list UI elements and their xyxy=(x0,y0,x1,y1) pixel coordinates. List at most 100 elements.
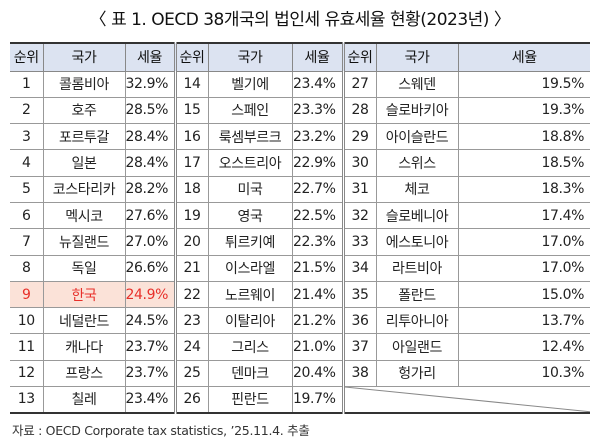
cell-rank: 17 xyxy=(173,149,209,177)
cell-rank: 6 xyxy=(10,201,44,230)
cell-rate: 15.0% xyxy=(457,280,590,309)
cell-country: 슬로바키아 xyxy=(375,96,459,125)
cell-rate: 23.7% xyxy=(124,359,176,388)
cell-country: 일본 xyxy=(42,149,126,177)
cell-country: 이탈리아 xyxy=(207,307,293,335)
table-row: 13 칠레 23.4% 26 핀란드 19.7% xyxy=(10,386,590,414)
cell-rate: 18.8% xyxy=(457,123,590,151)
header-country: 국가 xyxy=(375,42,459,72)
cell-country: 룩셈부르크 xyxy=(207,123,293,151)
cell-rank: 13 xyxy=(10,386,44,414)
cell-rank: 9 xyxy=(10,280,44,309)
cell-rank: 19 xyxy=(173,201,209,230)
cell-rate: 23.4% xyxy=(291,70,344,98)
cell-rank: 27 xyxy=(341,70,377,98)
cell-country: 영국 xyxy=(207,201,293,230)
cell-country: 아이슬란드 xyxy=(375,123,459,151)
cell-rate: 27.6% xyxy=(124,201,176,230)
header-rate: 세율 xyxy=(124,42,176,72)
cell-rank: 25 xyxy=(173,359,209,388)
cell-rate: 21.4% xyxy=(291,280,344,309)
cell-rate: 18.3% xyxy=(457,175,590,203)
cell-country: 미국 xyxy=(207,175,293,203)
cell-rank: 1 xyxy=(10,70,44,98)
header-rank: 순위 xyxy=(10,42,44,72)
cell-rank: 35 xyxy=(341,280,377,309)
cell-rate: 21.0% xyxy=(291,333,344,361)
cell-country: 벨기에 xyxy=(207,70,293,98)
cell-rank: 34 xyxy=(341,254,377,282)
cell-country: 튀르키예 xyxy=(207,228,293,256)
cell-country: 칠레 xyxy=(42,386,126,414)
cell-rank: 20 xyxy=(173,228,209,256)
cell-rank: 30 xyxy=(341,149,377,177)
table-row: 9 한국 24.9% 22 노르웨이 21.4% 35 폴란드 15.0% xyxy=(10,280,590,309)
cell-rank: 33 xyxy=(341,228,377,256)
cell-country: 에스토니아 xyxy=(375,228,459,256)
header-rate: 세율 xyxy=(457,42,590,72)
cell-rate: 22.7% xyxy=(291,175,344,203)
cell-rate: 23.2% xyxy=(291,123,344,151)
table-row: 10 네덜란드 24.5% 23 이탈리아 21.2% 36 리투아니아 13.7% xyxy=(10,307,590,335)
cell-rank: 29 xyxy=(341,123,377,151)
cell-rate: 13.7% xyxy=(457,307,590,335)
cell-rank: 18 xyxy=(173,175,209,203)
cell-rate: 27.0% xyxy=(124,228,176,256)
cell-country: 오스트리아 xyxy=(207,149,293,177)
table-row: 8 독일 26.6% 21 이스라엘 21.5% 34 라트비아 17.0% xyxy=(10,254,590,282)
cell-rate: 22.5% xyxy=(291,201,344,230)
cell-rank: 12 xyxy=(10,359,44,388)
table-row: 5 코스타리카 28.2% 18 미국 22.7% 31 체코 18.3% xyxy=(10,175,590,203)
cell-rank: 24 xyxy=(173,333,209,361)
cell-country: 네덜란드 xyxy=(42,307,126,335)
cell-country: 스웨덴 xyxy=(375,70,459,98)
corporate-tax-rate-table: 순위 국가 세율 순위 국가 세율 순위 국가 세율 1 콜롬비아 32.9% 14 벨… xyxy=(10,42,590,414)
table-row: 11 캐나다 23.7% 24 그리스 21.0% 37 아일랜드 12.4% xyxy=(10,333,590,361)
cell-rate: 18.5% xyxy=(457,149,590,177)
cell-rank: 14 xyxy=(173,70,209,98)
header-row: 순위 국가 세율 순위 국가 세율 순위 국가 세율 xyxy=(10,42,590,72)
cell-rank: 22 xyxy=(173,280,209,309)
table-row: 3 포르투갈 28.4% 16 룩셈부르크 23.2% 29 아이슬란드 18.8% xyxy=(10,123,590,151)
cell-rate: 17.4% xyxy=(457,201,590,230)
header-country: 국가 xyxy=(42,42,126,72)
cell-rate: 28.5% xyxy=(124,96,176,125)
cell-country: 뉴질랜드 xyxy=(42,228,126,256)
cell-rank: 3 xyxy=(10,123,44,151)
cell-country: 캐나다 xyxy=(42,333,126,361)
cell-country: 라트비아 xyxy=(375,254,459,282)
cell-rate: 12.4% xyxy=(457,333,590,361)
cell-country: 스위스 xyxy=(375,149,459,177)
cell-rank: 16 xyxy=(173,123,209,151)
cell-country: 핀란드 xyxy=(207,386,293,414)
cell-country: 슬로베니아 xyxy=(375,201,459,230)
cell-rank: 21 xyxy=(173,254,209,282)
table-row: 4 일본 28.4% 17 오스트리아 22.9% 30 스위스 18.5% xyxy=(10,149,590,177)
cell-country: 덴마크 xyxy=(207,359,293,388)
header-rate: 세율 xyxy=(291,42,344,72)
cell-rate: 22.3% xyxy=(291,228,344,256)
cell-rank: 5 xyxy=(10,175,44,203)
cell-rate: 28.4% xyxy=(124,149,176,177)
table-body: 1 콜롬비아 32.9% 14 벨기에 23.4% 27 스웨덴 19.5% 2 호주 28.5% 15… xyxy=(10,70,590,414)
cell-country: 스페인 xyxy=(207,96,293,125)
cell-rate: 28.4% xyxy=(124,123,176,151)
cell-rank: 26 xyxy=(173,386,209,414)
cell-country: 그리스 xyxy=(207,333,293,361)
cell-country: 체코 xyxy=(375,175,459,203)
cell-country: 멕시코 xyxy=(42,201,126,230)
table-row: 7 뉴질랜드 27.0% 20 튀르키예 22.3% 33 에스토니아 17.0% xyxy=(10,228,590,256)
cell-country: 콜롬비아 xyxy=(42,70,126,98)
cell-rank: 38 xyxy=(341,359,377,388)
cell-rate: 21.2% xyxy=(291,307,344,335)
cell-rate: 23.3% xyxy=(291,96,344,125)
cell-rate: 24.9% xyxy=(124,280,176,309)
cell-rank: 4 xyxy=(10,149,44,177)
cell-country: 프랑스 xyxy=(42,359,126,388)
table-row: 12 프랑스 23.7% 25 덴마크 20.4% 38 헝가리 10.3% xyxy=(10,359,590,388)
cell-rank: 10 xyxy=(10,307,44,335)
cell-rate: 10.3% xyxy=(457,359,590,388)
cell-rank: 11 xyxy=(10,333,44,361)
cell-country: 헝가리 xyxy=(375,359,459,388)
table-title: 〈 표 1. OECD 38개국의 법인세 유효세율 현황(2023년) 〉 xyxy=(89,10,511,30)
